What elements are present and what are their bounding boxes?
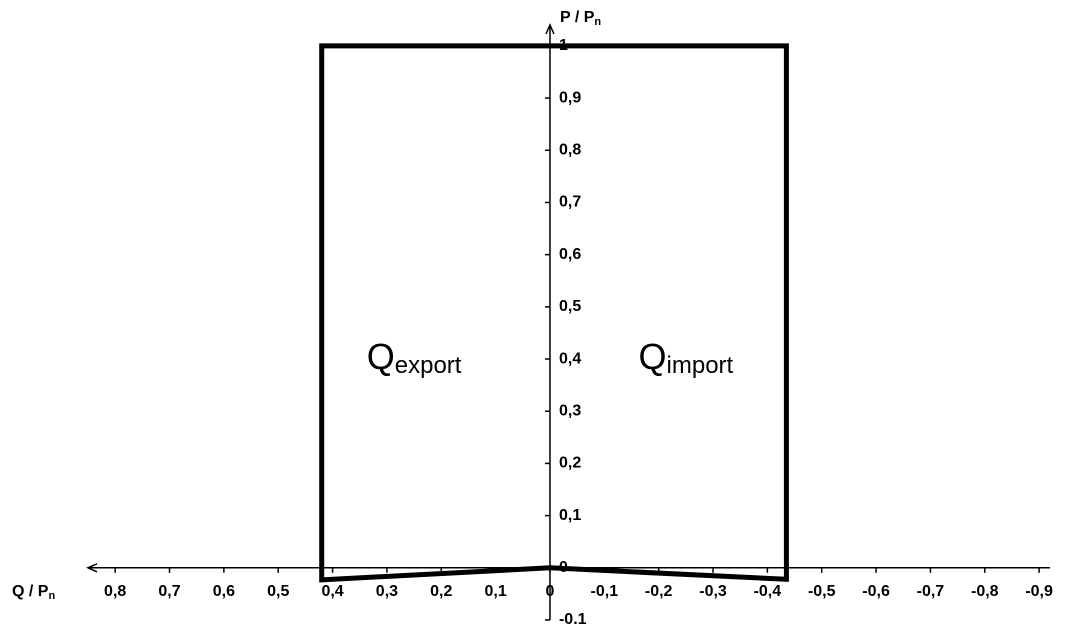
x-tick-label: -0,7 xyxy=(917,583,945,600)
x-tick-label: -0,3 xyxy=(699,583,727,600)
x-tick-label: 0,2 xyxy=(430,583,452,600)
x-axis-arrow xyxy=(86,563,98,573)
x-axis-label: Q / Pn xyxy=(12,583,55,602)
capability-boundary xyxy=(319,43,789,583)
x-tick-label: 0,7 xyxy=(158,583,180,600)
y-tick-label: 0,7 xyxy=(559,194,581,211)
annotation-main: Q xyxy=(367,336,395,377)
x-tick-label: -0,8 xyxy=(971,583,999,600)
y-tick-label: -0.1 xyxy=(559,611,587,628)
y-tick-label: 0,5 xyxy=(559,298,581,315)
x-tick-label: -0,6 xyxy=(862,583,890,600)
y-axis-arrow xyxy=(545,23,555,35)
x-tick-label: 0,1 xyxy=(485,583,507,600)
x-tick-label: 0,6 xyxy=(213,583,235,600)
x-tick-label: -0,5 xyxy=(808,583,836,600)
y-tick-label: 0,2 xyxy=(559,455,581,472)
y-tick-label: 0,6 xyxy=(559,246,581,263)
x-tick-label: -0,4 xyxy=(754,583,782,600)
x-tick-label: -0,9 xyxy=(1025,583,1053,600)
y-tick-label: 0,4 xyxy=(559,350,581,367)
y-axis-label: P / Pn xyxy=(560,9,601,28)
x-tick-label: 0,4 xyxy=(321,583,343,600)
annotation-sub: import xyxy=(667,352,734,379)
annotation: Qexport xyxy=(367,336,462,380)
x-tick-label: 0,3 xyxy=(376,583,398,600)
annotation: Qimport xyxy=(639,336,734,380)
x-tick-label: -0,2 xyxy=(645,583,673,600)
x-tick-label: 0,8 xyxy=(104,583,126,600)
annotation-sub: export xyxy=(395,352,462,379)
y-tick-label: 0,1 xyxy=(559,507,581,524)
y-tick-label: 0,9 xyxy=(559,89,581,106)
x-tick-label: -0,1 xyxy=(591,583,619,600)
x-tick-label: 0 xyxy=(546,583,555,600)
y-tick-label: 0,3 xyxy=(559,402,581,419)
x-tick-label: 0,5 xyxy=(267,583,289,600)
y-tick-label: 0,8 xyxy=(559,141,581,158)
annotation-main: Q xyxy=(639,336,667,377)
